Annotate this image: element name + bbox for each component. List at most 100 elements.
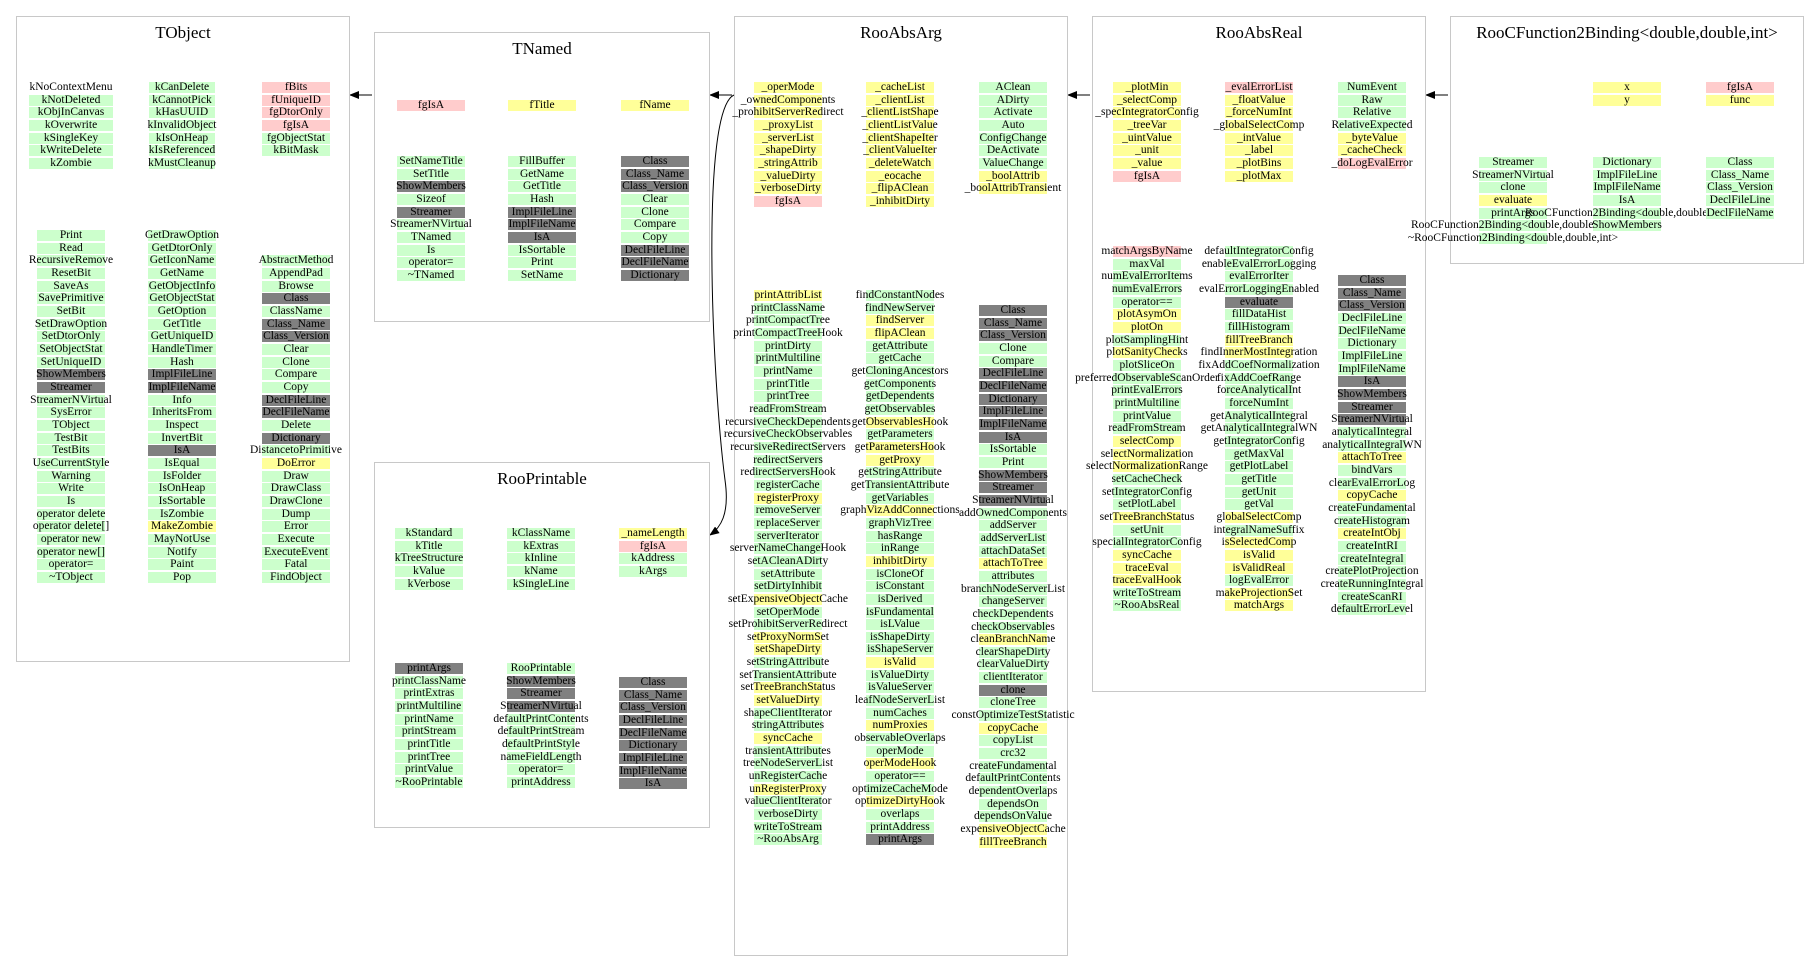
member-item: unRegisterProxy <box>749 782 827 795</box>
member-item: _clientValueIter <box>863 144 937 157</box>
member-item: kObjInCanvas <box>0 106 221 119</box>
member-item: x <box>1477 81 1777 93</box>
member-item: FindObject <box>146 571 446 583</box>
member-item: kIsOnHeap <box>32 132 332 144</box>
member-item: printName <box>638 365 938 377</box>
member-item: readFromStream <box>1108 422 1186 435</box>
member-item: setTreeBranchStatus <box>740 681 836 694</box>
member-item: writeToStream <box>753 820 823 833</box>
member-item: getObservablesHook <box>851 415 949 428</box>
member-item: DeclFileLine <box>1590 194 1812 206</box>
member-item: logEvalError <box>1109 574 1409 587</box>
member-item: Relative <box>1222 106 1522 119</box>
member-item: setOperMode <box>638 606 938 618</box>
member-item: analyticalIntegral <box>1331 425 1413 438</box>
member-item: GetUniqueID <box>32 330 332 343</box>
member-item: Dictionary <box>503 739 803 752</box>
member-item: treeNodeServerList <box>742 757 834 770</box>
member-item: kBitMask <box>146 144 446 157</box>
member-item: copyList <box>863 734 1163 747</box>
member-item: fBits <box>146 81 446 93</box>
member-item: clearEvalErrorLog <box>1328 476 1416 489</box>
member-item: setExpensiveObjectCache <box>727 592 849 605</box>
member-item: forceNumInt <box>1109 397 1409 409</box>
member-item: RelativeExpected <box>1331 118 1413 131</box>
member-item: _boolAttribTransient <box>964 182 1062 195</box>
member-item: hasRange <box>750 530 1050 542</box>
member-item: recursiveRedirectServers <box>730 440 846 453</box>
member-item: kSingleLine <box>391 578 691 590</box>
member-item: kInvalidObject <box>147 118 217 131</box>
member-item: createScanRI <box>1222 591 1522 603</box>
member-item: evaluate <box>1363 194 1663 206</box>
member-item: kStandard <box>279 527 579 539</box>
member-item: ~TObject <box>0 571 221 583</box>
member-item: kAddress <box>503 552 803 565</box>
member-item: setTransientAttribute <box>739 668 837 681</box>
member-item: GetObjectInfo <box>148 279 216 292</box>
member-item: fgIsA <box>997 170 1297 182</box>
member-item: isValidReal <box>1109 562 1409 574</box>
member-item: fgIsA <box>638 195 938 207</box>
member-item: printValue <box>279 763 579 776</box>
member-item: MakeZombie <box>32 520 332 533</box>
member-item: globalSelectComp <box>1216 510 1302 523</box>
member-item: printAddress <box>750 821 1050 833</box>
member-item: getParameters <box>866 428 934 441</box>
member-item: GetDrawOption <box>144 229 220 241</box>
member-item: copyCache <box>1222 489 1522 502</box>
member-item: numEvalErrors <box>1111 282 1183 295</box>
member-item: SetNameTitle <box>281 155 581 167</box>
member-item: verboseDirty <box>638 808 938 821</box>
member-item: isValid <box>1109 549 1409 561</box>
member-item: kNotDeleted <box>0 94 221 106</box>
member-item: Warning <box>0 470 221 482</box>
member-item: isValueDirty <box>750 669 1050 681</box>
member-item: printTitle <box>638 378 938 390</box>
member-item: inhibitDirty <box>750 555 1050 567</box>
member-item: Raw <box>1222 94 1522 106</box>
member-item: Execute <box>146 533 446 545</box>
member-item: Error <box>146 520 446 533</box>
member-item: stringAttributes <box>751 719 825 732</box>
member-item: StreamerNVirtual <box>390 218 472 231</box>
member-item: Class_Version <box>979 329 1047 342</box>
member-item: printTree <box>279 751 579 763</box>
member-item: _plotMin <box>997 81 1297 93</box>
member-item: IsA <box>32 444 332 457</box>
member-item: printCompactTreeHook <box>733 326 843 339</box>
member-item: kCanDelete <box>32 81 332 93</box>
member-item: Dictionary <box>505 269 805 281</box>
member-item: _doLogEvalError <box>1331 156 1413 169</box>
member-item: fgIsA <box>1590 81 1812 93</box>
member-item: _stringAttrib <box>638 157 938 169</box>
member-item: clearShapeDirty <box>975 645 1051 658</box>
member-item: selectNormalizationRange <box>1086 460 1208 473</box>
member-item: plotSliceOn <box>997 359 1297 371</box>
member-item: printCompactTree <box>746 314 830 327</box>
member-item: GetDtorOnly <box>32 242 332 254</box>
member-item: attachToTree <box>863 557 1163 570</box>
member-item: dependentOverlaps <box>968 785 1058 798</box>
member-item: IsZombie <box>32 508 332 520</box>
member-item: createIntRI <box>1222 540 1522 552</box>
member-item: numEvalErrorItems <box>1101 270 1193 283</box>
member-item: printClassName <box>750 301 826 314</box>
member-item: _cacheList <box>750 81 1050 93</box>
member-item: Hash <box>32 356 332 368</box>
member-item: _floatValue <box>1109 94 1409 106</box>
member-item: GetTitle <box>32 318 332 330</box>
member-item: printAttribList <box>754 289 822 301</box>
member-item: kSingleKey <box>0 132 221 144</box>
member-item: Dictionary <box>1222 337 1522 350</box>
member-item: _intValue <box>1109 132 1409 144</box>
member-item: operMode <box>750 745 1050 757</box>
member-item: printStream <box>279 725 579 738</box>
member-item: TestBits <box>0 444 221 457</box>
member-item: DeclFileLine <box>1222 312 1522 324</box>
member-item: kOverwrite <box>0 119 221 131</box>
member-item: kArgs <box>503 565 803 577</box>
member-item: ConfigChange <box>979 131 1047 144</box>
member-item: IsA <box>503 777 803 790</box>
member-item: DeclFileName <box>1706 206 1774 219</box>
